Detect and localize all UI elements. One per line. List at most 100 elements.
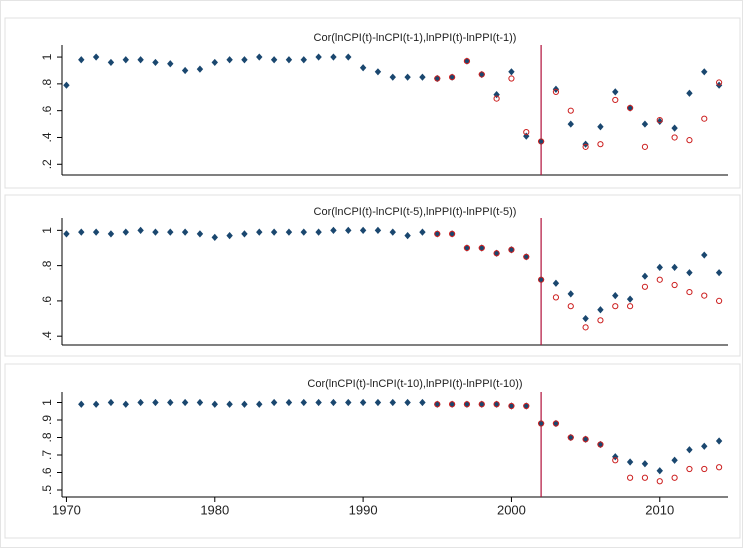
point	[612, 96, 619, 104]
point	[181, 228, 189, 236]
point	[641, 283, 649, 290]
point	[300, 398, 307, 407]
y-tick-label: .8	[40, 79, 54, 89]
point	[612, 88, 619, 96]
point	[389, 398, 396, 407]
point	[211, 58, 218, 67]
point	[478, 401, 485, 408]
point	[226, 232, 233, 240]
point	[612, 453, 619, 461]
point	[270, 228, 278, 236]
point	[538, 420, 545, 427]
point	[582, 143, 589, 150]
point	[211, 233, 218, 242]
point	[537, 419, 545, 428]
point	[404, 398, 411, 407]
point	[552, 88, 560, 96]
y-tick-label: .8	[40, 260, 54, 270]
point	[597, 123, 604, 131]
point	[671, 281, 678, 289]
point	[582, 314, 589, 323]
point	[686, 137, 693, 144]
y-tick-label: .2	[40, 159, 54, 169]
point	[226, 56, 233, 64]
point	[597, 306, 604, 314]
point	[152, 58, 159, 67]
point	[656, 276, 663, 283]
point	[715, 269, 723, 277]
panel-frame	[4, 363, 741, 539]
point	[671, 263, 678, 271]
point	[627, 104, 634, 112]
point	[374, 226, 382, 234]
point	[641, 120, 649, 128]
point	[434, 230, 441, 237]
point	[285, 56, 293, 64]
y-tick-label: .6	[40, 467, 54, 477]
point	[537, 276, 545, 284]
point	[285, 398, 293, 407]
point	[419, 228, 426, 236]
panel-title: Cor(lnCPI(t)-lnCPI(t-5),lnPPI(t)-lnPPI(t…	[314, 206, 517, 218]
point	[582, 324, 589, 331]
point	[552, 420, 560, 427]
point	[552, 294, 560, 301]
point	[315, 228, 322, 236]
point	[701, 115, 708, 122]
point	[434, 401, 441, 408]
point	[627, 474, 634, 481]
point	[107, 230, 115, 238]
point	[538, 138, 545, 145]
point	[701, 465, 708, 473]
point	[701, 251, 708, 259]
point	[567, 290, 574, 298]
y-tick-label: .6	[40, 105, 54, 115]
point	[389, 228, 396, 236]
point	[656, 116, 663, 124]
point	[196, 65, 204, 73]
point	[463, 57, 471, 65]
point	[567, 120, 574, 128]
point	[285, 228, 293, 236]
y-tick-label: 1	[40, 227, 54, 234]
point	[716, 297, 723, 305]
point	[508, 68, 515, 76]
point	[419, 73, 426, 81]
point	[582, 436, 589, 443]
point	[508, 75, 515, 82]
y-tick-label: .5	[40, 485, 54, 495]
point	[404, 73, 411, 81]
point	[241, 56, 248, 64]
point	[270, 398, 278, 407]
point	[508, 246, 515, 253]
point	[404, 232, 411, 240]
point	[612, 292, 619, 300]
point	[597, 441, 604, 448]
point	[538, 276, 545, 283]
point	[345, 53, 352, 61]
point	[671, 134, 678, 141]
point	[463, 244, 471, 252]
point	[671, 474, 678, 481]
point	[597, 141, 604, 148]
point	[359, 398, 367, 407]
y-tick-label: 1	[40, 399, 54, 406]
point	[686, 288, 693, 296]
point	[656, 467, 663, 475]
point	[686, 465, 693, 473]
point	[626, 458, 634, 466]
point	[567, 434, 574, 441]
point	[241, 230, 248, 238]
y-tick-label: .7	[40, 450, 54, 460]
point	[359, 64, 367, 72]
point	[612, 303, 619, 310]
point	[656, 478, 663, 485]
point	[612, 457, 619, 464]
point	[300, 228, 307, 236]
point	[478, 71, 485, 78]
point	[434, 75, 441, 82]
point	[122, 400, 129, 408]
point	[345, 398, 352, 407]
y-tick-label: .9	[40, 415, 54, 425]
